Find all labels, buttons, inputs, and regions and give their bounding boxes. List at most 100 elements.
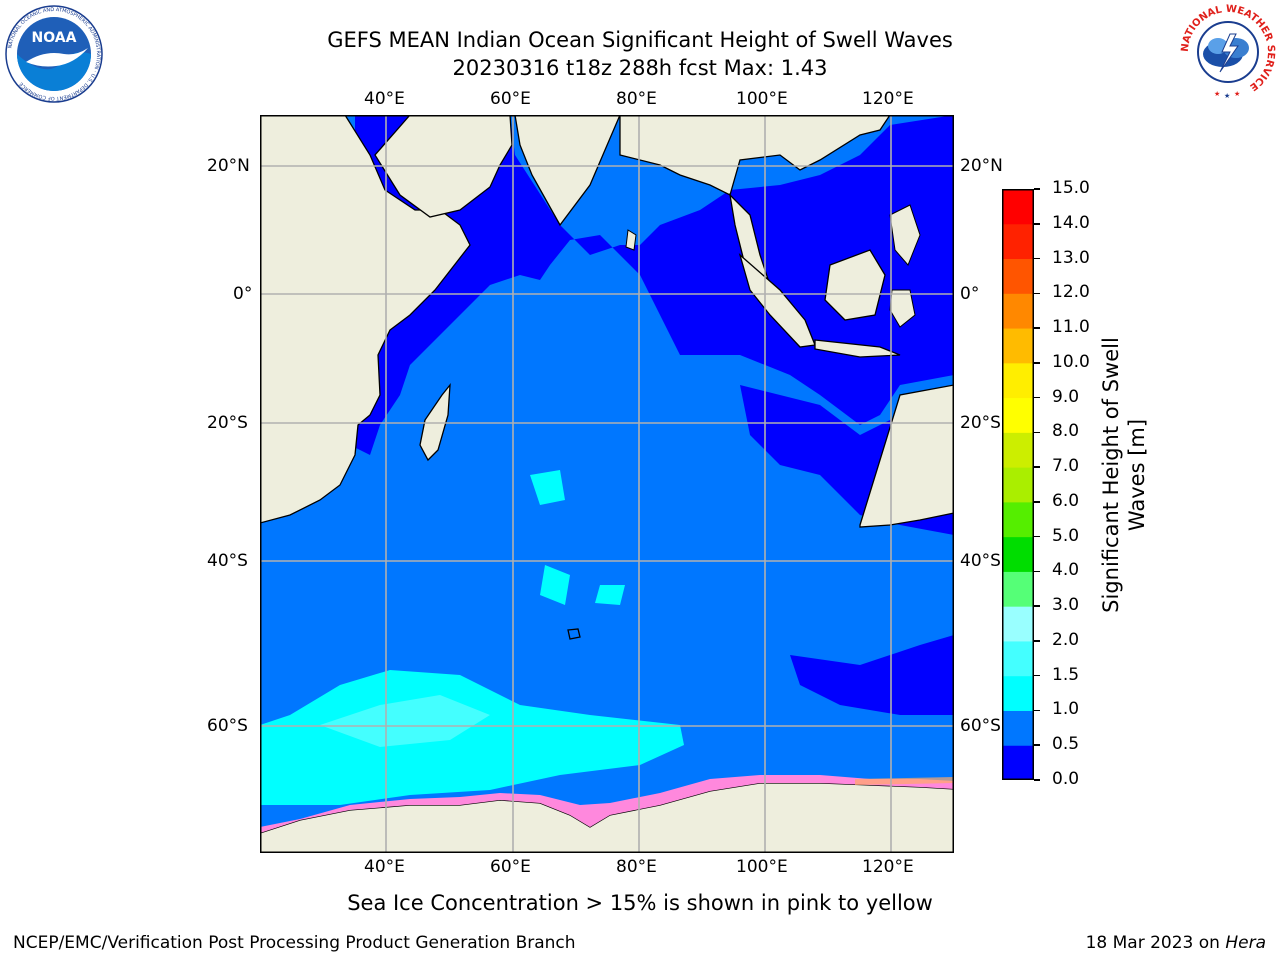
lat-tick-left-3: 20°S bbox=[207, 413, 248, 433]
colorbar-tick-label: 9.0 bbox=[1052, 386, 1080, 407]
colorbar-label-line1: Significant Height of Swell bbox=[1099, 337, 1123, 613]
lat-tick-left-2: 0° bbox=[233, 284, 253, 304]
colorbar-tick-mark bbox=[1034, 570, 1040, 573]
svg-text:★: ★ bbox=[1224, 92, 1230, 100]
colorbar-tick-label: 10.0 bbox=[1052, 351, 1090, 372]
lat-tick-left-1: 20°N bbox=[207, 156, 250, 176]
colorbar-swatch bbox=[1002, 397, 1034, 433]
colorbar-swatch bbox=[1002, 640, 1034, 677]
colorbar-tick-label: 11.0 bbox=[1052, 317, 1090, 338]
lon-tick-top-2: 60°E bbox=[490, 89, 531, 109]
colorbar-swatch bbox=[1002, 293, 1034, 329]
lon-tick-bottom-4: 100°E bbox=[736, 857, 788, 877]
lat-tick-right-1: 20°N bbox=[960, 156, 1003, 176]
cyan-swell-zone bbox=[260, 670, 684, 805]
land-borneo bbox=[824, 249, 886, 321]
lat-tick-left-5: 60°S bbox=[207, 716, 248, 736]
colorbar-tick-mark bbox=[1034, 501, 1040, 503]
colorbar-swatch bbox=[1002, 745, 1034, 781]
colorbar-tick-label: 14.0 bbox=[1052, 212, 1090, 233]
colorbar-tick-mark bbox=[1034, 779, 1040, 781]
lat-tick-right-4: 40°S bbox=[960, 551, 1001, 571]
colorbar-swatch bbox=[1002, 223, 1034, 260]
colorbar-border bbox=[1002, 189, 1034, 780]
land-india bbox=[514, 114, 621, 227]
colorbar-tick-mark bbox=[1034, 292, 1040, 295]
footer-date-text: 18 Mar 2023 on bbox=[1085, 933, 1226, 953]
map-subtitle: 20230316 t18z 288h fcst Max: 1.43 bbox=[452, 56, 828, 80]
colorbar-tick-label: 12.0 bbox=[1052, 282, 1090, 303]
footer-credit: NCEP/EMC/Verification Post Processing Pr… bbox=[13, 933, 576, 953]
lat-tick-left-4: 40°S bbox=[207, 551, 248, 571]
lon-tick-bottom-3: 80°E bbox=[616, 857, 657, 877]
colorbar-tick-mark bbox=[1034, 640, 1040, 642]
swell-height-map bbox=[259, 114, 955, 854]
lat-tick-right-5: 60°S bbox=[960, 716, 1001, 736]
colorbar-swatch bbox=[1002, 571, 1034, 607]
colorbar-tick-label: 6.0 bbox=[1052, 490, 1080, 511]
sea-ice-yellow-edge bbox=[855, 777, 954, 785]
land-sri-lanka bbox=[625, 229, 637, 251]
colorbar-swatch bbox=[1002, 362, 1034, 399]
colorbar-swatch bbox=[1002, 501, 1034, 538]
cyan-swell-patch bbox=[530, 470, 565, 505]
colorbar-tick-label: 1.5 bbox=[1052, 664, 1080, 685]
colorbar-tick-mark bbox=[1034, 396, 1040, 399]
colorbar-tick-mark bbox=[1034, 257, 1040, 260]
colorbar-tick-label: 8.0 bbox=[1052, 421, 1080, 442]
colorbar-tick-mark bbox=[1034, 709, 1040, 712]
colorbar-tick-mark bbox=[1034, 223, 1040, 225]
colorbar-swatch bbox=[1002, 536, 1034, 572]
colorbar-swatch bbox=[1002, 467, 1034, 503]
colorbar-swatch bbox=[1002, 675, 1034, 711]
colorbar-tick-label: 3.0 bbox=[1052, 595, 1080, 616]
colorbar-tick-label: 1.0 bbox=[1052, 699, 1080, 720]
graticule bbox=[260, 115, 954, 853]
colorbar-swatches bbox=[1002, 189, 1034, 781]
lat-tick-right-2: 0° bbox=[960, 284, 980, 304]
colorbar-tick-mark bbox=[1034, 466, 1040, 468]
sea-ice-caption: Sea Ice Concentration > 15% is shown in … bbox=[347, 891, 933, 915]
colorbar-swatch bbox=[1002, 328, 1034, 364]
svg-text:★: ★ bbox=[1214, 90, 1220, 98]
noaa-logo-icon: NOAA NATIONAL OCEANIC AND ATMOSPHERIC AD… bbox=[4, 4, 104, 104]
lon-tick-bottom-1: 40°E bbox=[364, 857, 405, 877]
colorbar-swatch bbox=[1002, 258, 1034, 294]
lon-tick-top-5: 120°E bbox=[862, 89, 914, 109]
colorbar-tick-label: 4.0 bbox=[1052, 560, 1080, 581]
sea-ice-edge bbox=[260, 775, 954, 833]
lon-tick-bottom-2: 60°E bbox=[490, 857, 531, 877]
lon-tick-bottom-5: 120°E bbox=[862, 857, 914, 877]
land-kerguelen bbox=[567, 628, 581, 640]
light-cyan-swell-zone bbox=[320, 695, 490, 747]
colorbar-swatch bbox=[1002, 606, 1034, 642]
colorbar-tick-mark bbox=[1034, 535, 1040, 538]
lon-tick-top-1: 40°E bbox=[364, 89, 405, 109]
colorbar-swatch bbox=[1002, 710, 1034, 746]
colorbar-tick-mark bbox=[1034, 327, 1040, 329]
land-africa bbox=[259, 114, 471, 524]
lon-tick-top-4: 100°E bbox=[736, 89, 788, 109]
low-swell-southeast-zone bbox=[790, 635, 954, 715]
land-java bbox=[814, 339, 901, 358]
colorbar-tick-mark bbox=[1034, 362, 1040, 364]
footer-host: Hera bbox=[1225, 933, 1266, 953]
map-title: GEFS MEAN Indian Ocean Significant Heigh… bbox=[327, 28, 953, 52]
colorbar-label-line2: Waves [m] bbox=[1125, 418, 1149, 532]
colorbar-tick-label: 0.5 bbox=[1052, 734, 1080, 755]
colorbar-tick-mark bbox=[1034, 674, 1040, 677]
colorbar-tick-mark bbox=[1034, 744, 1040, 746]
colorbar-swatch bbox=[1002, 432, 1034, 468]
footer-date: 18 Mar 2023 on Hera bbox=[1086, 933, 1266, 953]
colorbar bbox=[1002, 189, 1034, 781]
colorbar-tick-label: 7.0 bbox=[1052, 456, 1080, 477]
cyan-swell-patch-3 bbox=[595, 585, 625, 605]
lat-tick-right-3: 20°S bbox=[960, 413, 1001, 433]
map-panel bbox=[259, 114, 955, 854]
low-swell-north-zone bbox=[350, 115, 954, 455]
cyan-swell-patch-2 bbox=[540, 565, 570, 605]
colorbar-tick-mark bbox=[1034, 605, 1040, 607]
colorbar-tick-label: 2.0 bbox=[1052, 629, 1080, 650]
svg-text:★: ★ bbox=[1234, 90, 1240, 98]
colorbar-swatch bbox=[1002, 189, 1034, 225]
